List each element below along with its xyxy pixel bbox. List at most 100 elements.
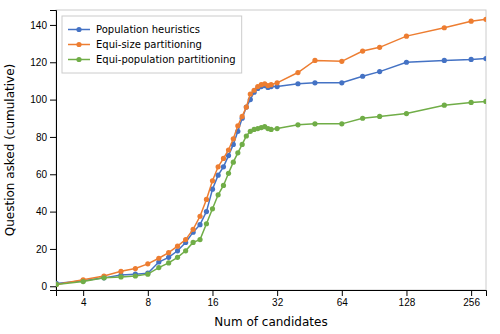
x-tick: 16 [207,290,219,308]
y-tick-label: 100 [30,94,47,105]
point [469,19,474,24]
point [197,214,202,219]
y-tick: 120 [30,57,56,68]
point [216,192,221,197]
x-tick-mark [406,290,407,296]
x-tick-mark [212,290,213,296]
series [56,17,486,287]
y-tick-mark [50,137,56,138]
point [175,248,180,253]
series-line [56,101,486,284]
point [360,48,365,53]
point [56,282,59,287]
y-axis-title: Question asked (cumulative) [3,64,17,237]
y-tick-label: 40 [36,206,48,217]
point [483,56,486,61]
point [231,136,236,141]
point [339,59,344,64]
point [204,197,209,202]
point [145,261,150,266]
point [156,265,161,270]
point [221,183,226,188]
x-tick-mark [471,290,472,296]
legend-item: Population heuristics [68,24,200,35]
point [166,250,171,255]
point [244,104,249,109]
point [166,255,171,260]
point [442,25,447,30]
point [221,156,226,161]
point [269,82,274,87]
y-axis: 020406080100120140 [30,11,56,292]
point [175,255,180,260]
legend-marker [76,42,81,47]
x-tick-mark [277,290,278,296]
point [197,237,202,242]
x-tick: 32 [272,290,284,308]
point [442,103,447,108]
point [252,88,257,93]
point [339,80,344,85]
legend-item: Equi-size partitioning [68,39,202,50]
point [191,240,196,245]
point [133,266,138,271]
series-line [56,19,486,284]
point [244,133,249,138]
point [210,178,215,183]
x-tick-label: 4 [81,297,87,308]
point [269,127,274,132]
x-tick-label: 256 [463,297,480,308]
y-axis-line [50,11,57,291]
y-tick-label: 0 [41,281,47,292]
point [133,273,138,278]
x-tick-label: 128 [399,297,416,308]
point [81,278,86,283]
point [145,271,150,276]
y-tick-label: 120 [30,57,47,68]
y-tick: 60 [36,169,56,180]
point [240,114,245,119]
point [275,80,280,85]
y-tick-mark [50,100,56,101]
x-tick-mark [342,290,343,296]
x-axis-line [57,291,487,297]
plot-frame [56,10,486,290]
y-tick-mark [50,286,56,287]
y-tick-label: 80 [36,132,48,143]
point [226,171,231,176]
point [183,237,188,242]
point [204,209,209,214]
point [235,150,240,155]
series-group [56,17,486,287]
point [191,227,196,232]
y-tick: 0 [41,281,56,292]
point [231,160,236,165]
y-tick-mark [50,212,56,213]
point [442,58,447,63]
point [377,114,382,119]
point [312,80,317,85]
point [183,248,188,253]
y-tick: 100 [30,94,56,105]
point [377,45,382,50]
point [295,81,300,86]
y-tick-mark [50,249,56,250]
point [469,57,474,62]
point [244,104,249,109]
point [204,221,209,226]
x-tick-label: 32 [272,297,284,308]
point [360,74,365,79]
point [240,142,245,147]
point [145,272,150,277]
point [404,111,409,116]
point [312,58,317,63]
legend-label: Equi-population partitioning [96,54,236,65]
point [339,121,344,126]
point [360,116,365,121]
point [56,282,59,287]
legend-item: Equi-population partitioning [68,54,236,65]
point [312,121,317,126]
point [226,147,231,152]
y-tick: 80 [36,132,56,143]
x-tick-mark [148,290,149,296]
